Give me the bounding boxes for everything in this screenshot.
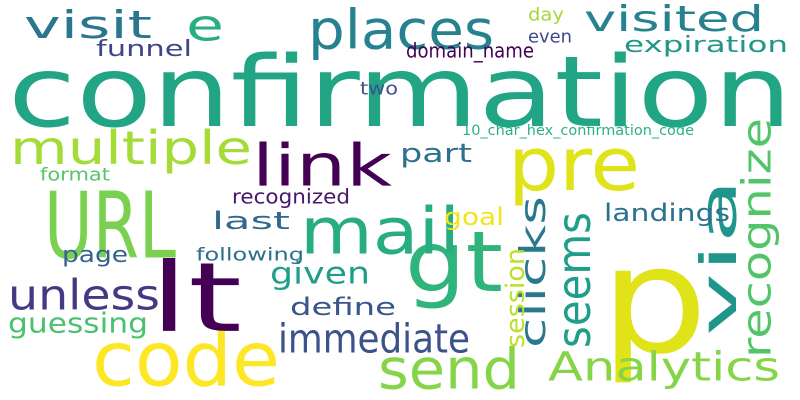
word-recognized: recognized <box>232 186 350 209</box>
word-even: even <box>528 26 572 48</box>
word-analytics: Analytics <box>548 344 780 391</box>
word-visit: visit <box>24 2 152 47</box>
word-goal: goal <box>444 203 504 232</box>
word-confirmation: confirmation <box>8 35 793 150</box>
word-part: part <box>400 137 472 169</box>
word-mail: mail <box>300 194 460 270</box>
word-domain-name: domain_name <box>406 40 534 63</box>
word-day: day <box>528 4 564 26</box>
word-two: two <box>360 78 398 100</box>
word-recognize: recognize <box>734 118 781 358</box>
word-define: define <box>290 293 396 322</box>
word-session: session <box>499 248 531 348</box>
word-gt: gt <box>405 212 503 311</box>
word-code: code <box>92 314 280 400</box>
word-immediate: immediate <box>278 316 470 363</box>
word-seems: seems <box>547 212 602 348</box>
word-send: send <box>378 336 520 400</box>
word-given: given <box>270 255 370 291</box>
word-hex-confirmation-code: 10_char_hex_confirmation_code <box>462 122 694 139</box>
word-places: places <box>308 0 494 63</box>
word-p: p <box>600 215 708 388</box>
word-link: link <box>252 132 392 200</box>
word-landings: landings <box>604 199 730 228</box>
word-format: format <box>40 164 110 186</box>
word-visited: visited <box>584 0 764 41</box>
word-expiration: expiration <box>624 32 788 58</box>
word-last: last <box>212 207 290 236</box>
word-pre: pre <box>508 121 640 208</box>
word-guessing: guessing <box>8 307 148 341</box>
word-e: e <box>186 0 224 52</box>
word-following: following <box>196 244 304 266</box>
word-lt: lt <box>150 241 242 354</box>
word-url: URL <box>44 171 176 280</box>
word-unless: unless <box>8 270 160 320</box>
word-page: page <box>62 242 128 268</box>
word-multiple: multiple <box>10 121 252 176</box>
word-funnel: funnel <box>96 36 192 62</box>
